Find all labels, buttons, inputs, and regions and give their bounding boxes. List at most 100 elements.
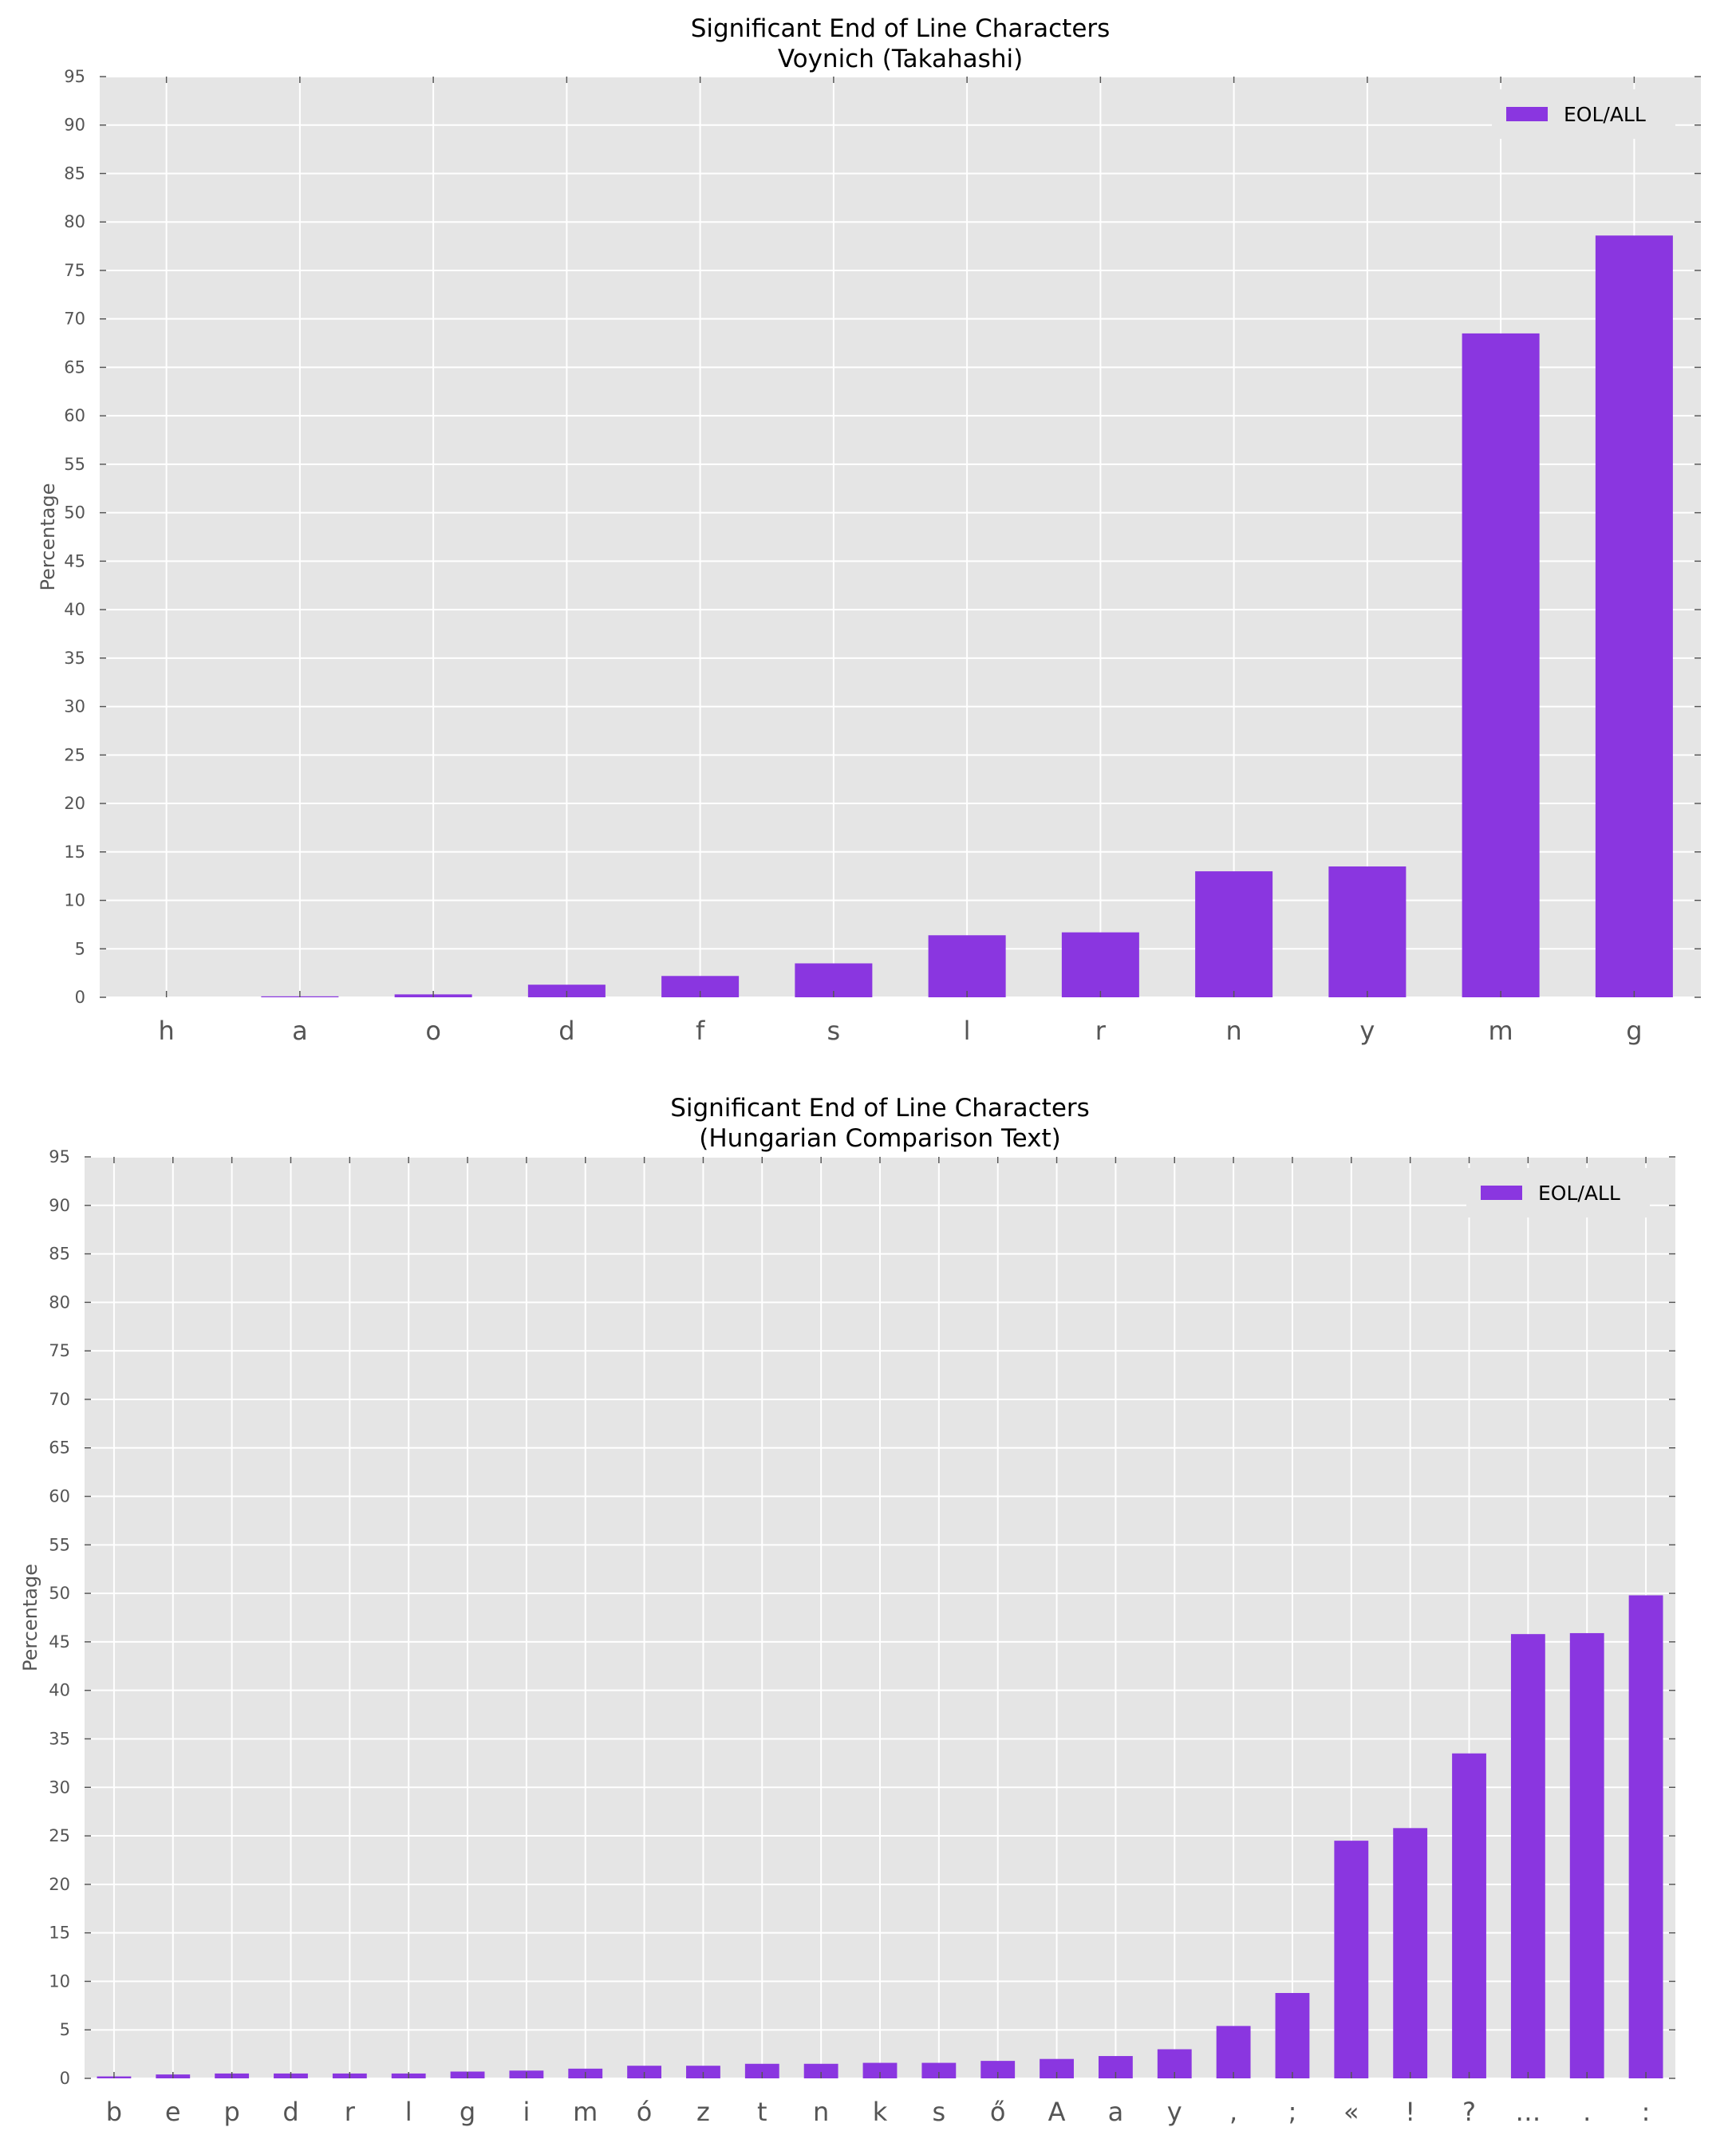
x-tick-label: ,: [1229, 2097, 1237, 2127]
y-tick-label: 45: [49, 1632, 70, 1652]
y-tick-label: 95: [49, 1147, 70, 1166]
y-tick-label: 30: [49, 1778, 70, 1797]
bar: [1393, 1828, 1428, 2078]
y-tick-label: 40: [64, 600, 85, 619]
x-tick-label: l: [405, 2097, 412, 2127]
bar: [744, 2063, 779, 2078]
voynich-eol-chart: 0 5 10 15 20 25 30 35 40 45 50 55 60 65 70 75 80 85 90 95 h a…: [37, 14, 1701, 1046]
x-tick-label: k: [873, 2097, 888, 2127]
x-tick-label: r: [1095, 1016, 1107, 1046]
bar: [1595, 235, 1673, 998]
plot-area: [100, 77, 1701, 997]
x-tick-label: ?: [1462, 2097, 1476, 2127]
y-tick-label: 20: [64, 794, 85, 813]
legend-label: EOL/ALL: [1538, 1182, 1620, 1205]
x-tick-label: i: [523, 2097, 530, 2127]
bar: [1195, 871, 1273, 997]
x-tick-label: n: [1225, 1016, 1241, 1046]
x-tick-label: ő: [990, 2097, 1006, 2127]
y-tick-label: 25: [49, 1826, 70, 1845]
x-tick-label: s: [827, 1016, 841, 1046]
y-tick-label: 0: [75, 988, 85, 1007]
x-tick-label: y: [1167, 2097, 1182, 2127]
y-tick-label: 75: [64, 261, 85, 280]
y-tick-label: 85: [64, 164, 85, 183]
y-tick-label: 65: [49, 1438, 70, 1458]
bar: [1462, 333, 1540, 997]
x-tick-label: o: [425, 1016, 441, 1046]
y-tick-label: 10: [64, 891, 85, 910]
x-tick-label: m: [573, 2097, 598, 2127]
y-tick-label: 15: [64, 843, 85, 862]
x-tick-label: b: [106, 2097, 122, 2127]
x-tick-label: a: [292, 1016, 308, 1046]
x-tick-label: e: [165, 2097, 181, 2127]
legend-swatch: [1506, 107, 1548, 121]
y-tick-label: 5: [60, 2020, 70, 2039]
y-tick-label: 0: [60, 2069, 70, 2088]
y-tick-label: 35: [64, 649, 85, 668]
y-tick-label: 45: [64, 551, 85, 570]
bar: [1334, 1841, 1369, 2078]
y-tick-label: 55: [64, 455, 85, 474]
legend: EOL/ALL: [1492, 89, 1675, 139]
y-tick-label: 30: [64, 697, 85, 716]
chart-title: Significant End of Line Characters: [670, 1094, 1090, 1123]
bar: [1510, 1634, 1545, 2078]
chart-title: Significant End of Line Characters: [691, 14, 1111, 43]
bar: [1061, 932, 1139, 997]
x-tick-label: d: [282, 2097, 298, 2127]
bar: [803, 2063, 838, 2078]
x-tick-label: s: [933, 2097, 946, 2127]
legend-swatch: [1481, 1186, 1522, 1200]
x-tick-label: !: [1405, 2097, 1415, 2127]
hungarian-eol-chart: 0 5 10 15 20 25 30 35 40 45 50 55 60 65 70 75 80 85 90 95 b e…: [19, 1094, 1675, 2127]
bar: [980, 2061, 1016, 2078]
y-tick-label: 90: [64, 116, 85, 135]
x-tick-label: «: [1343, 2097, 1359, 2127]
y-tick-label: 5: [75, 939, 85, 958]
x-tick-label: ó: [637, 2097, 653, 2127]
y-tick-label: 25: [64, 745, 85, 764]
bar: [1275, 1993, 1310, 2078]
y-tick-label: 70: [49, 1390, 70, 1409]
y-tick-label: 15: [49, 1924, 70, 1943]
y-tick-label: 35: [49, 1729, 70, 1748]
x-tick-label: ;: [1288, 2097, 1297, 2127]
bar: [921, 2062, 957, 2078]
y-tick-label: 70: [64, 310, 85, 329]
y-axis-label: Percentage: [37, 483, 59, 590]
chart-subtitle: Voynich (Takahashi): [778, 45, 1023, 73]
y-tick-label: 80: [49, 1292, 70, 1312]
bar: [928, 935, 1006, 997]
bar: [1628, 1595, 1663, 2078]
bar: [1216, 2026, 1251, 2078]
y-tick-label: 50: [49, 1584, 70, 1603]
legend-label: EOL/ALL: [1564, 103, 1646, 126]
y-tick-label: 85: [49, 1245, 70, 1264]
x-tick-label: t: [757, 2097, 767, 2127]
x-tick-label: g: [1626, 1016, 1642, 1046]
bar: [1569, 1632, 1604, 2078]
bar: [862, 2062, 898, 2078]
y-tick-label: 65: [64, 357, 85, 377]
y-tick-label: 20: [49, 1875, 70, 1894]
bar: [1452, 1753, 1486, 2078]
legend: EOL/ALL: [1466, 1168, 1650, 1217]
x-tick-label: A: [1048, 2097, 1066, 2127]
y-tick-label: 95: [64, 67, 85, 86]
y-tick-label: 60: [64, 406, 85, 425]
x-tick-label: r: [345, 2097, 356, 2127]
x-tick-label: d: [558, 1016, 574, 1046]
y-tick-label: 90: [49, 1196, 70, 1215]
y-tick-label: 10: [49, 1971, 70, 1991]
chart-subtitle: (Hungarian Comparison Text): [699, 1124, 1060, 1153]
hungarian-eol-chart-panel: 0 5 10 15 20 25 30 35 40 45 50 55 60 65 70 75 80 85 90 95 b e…: [0, 1077, 1736, 2135]
y-tick-label: 40: [49, 1681, 70, 1700]
x-tick-label: y: [1359, 1016, 1375, 1046]
voynich-eol-chart-panel: 0 5 10 15 20 25 30 35 40 45 50 55 60 65 70 75 80 85 90 95 h a…: [37, 14, 1701, 1046]
x-tick-label: z: [696, 2097, 710, 2127]
x-tick-label: f: [696, 1016, 705, 1046]
x-tick-label: :: [1642, 2097, 1651, 2127]
x-tick-label: g: [460, 2097, 475, 2127]
